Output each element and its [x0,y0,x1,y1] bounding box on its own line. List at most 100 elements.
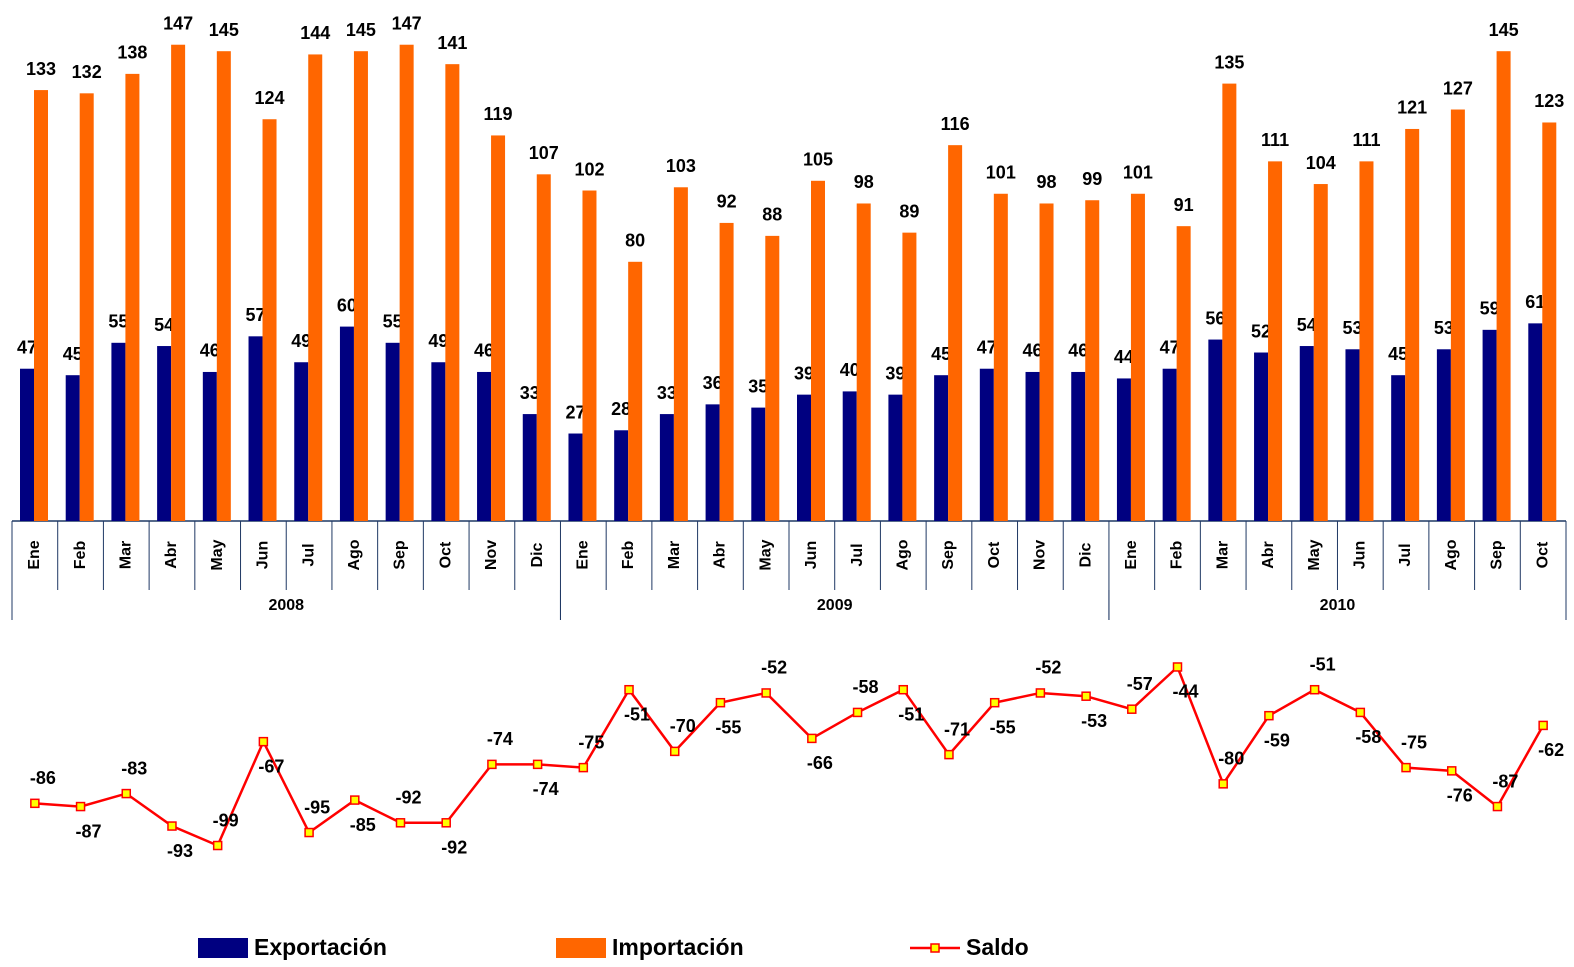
bar [491,135,506,521]
group-label: 2009 [817,597,853,614]
value-label: 98 [854,172,874,192]
bar [1313,184,1328,522]
bar [628,261,643,521]
marker [944,749,954,760]
value-label: 27 [565,402,585,422]
value-label: 138 [117,43,147,63]
x-tick-label: Jun [803,541,820,569]
marker [1035,688,1046,698]
bar [1071,371,1086,521]
bar [34,90,48,521]
value-label: 102 [574,159,604,179]
value-label: 101 [986,163,1016,183]
x-tick-label: Ene [1123,540,1140,569]
value-label: 59 [1480,299,1500,319]
value-label: -74 [487,729,513,749]
marker [75,801,86,812]
marker [715,697,726,708]
bar [477,371,492,521]
bar [522,414,537,521]
bar [171,44,186,521]
marker [487,759,497,770]
value-label: 145 [1489,20,1519,40]
x-tick-label: Jul [849,543,866,566]
bar [1162,368,1177,521]
bar [888,394,903,521]
value-label: -55 [715,717,741,737]
value-label: 39 [794,363,814,383]
value-label: 123 [1534,91,1564,111]
value-label: 46 [474,341,494,361]
value-label: 88 [762,205,782,225]
bar [1268,161,1283,522]
bar [445,64,460,521]
value-label: -95 [304,797,330,817]
value-label: -92 [395,788,421,808]
bar [216,51,231,521]
x-tick-label: Sep [1489,540,1506,570]
value-label: -59 [1264,730,1290,750]
marker [1446,766,1457,776]
value-label: 132 [72,62,102,82]
x-tick-label: Nov [483,540,500,570]
legend-swatch [556,938,606,958]
value-label: -57 [1127,674,1153,694]
marker [669,746,680,757]
x-tick-label: Dic [1077,542,1094,567]
value-label: -75 [578,732,604,752]
legend-label: Saldo [966,934,1029,960]
x-tick-label: Sep [940,540,957,570]
bar [339,326,354,521]
bar [856,203,871,522]
x-tick-label: Sep [392,540,409,570]
value-label: 107 [529,143,559,163]
bar [751,407,766,521]
x-tick-label: May [1306,539,1323,570]
x-tick-label: Feb [620,541,637,570]
marker [1127,704,1137,714]
bar [1450,109,1465,522]
bar [1482,329,1497,521]
group-label: 2010 [1320,597,1356,614]
value-label: 55 [108,312,128,332]
value-label: -51 [1310,654,1336,674]
value-label: -74 [533,779,559,799]
value-label: -52 [761,658,787,678]
value-label: 56 [1205,308,1225,328]
value-label: -93 [167,841,193,861]
marker [578,762,589,773]
bar [431,362,446,521]
value-label: -55 [990,717,1016,737]
value-label: 44 [1114,347,1134,367]
value-label: 57 [246,305,266,325]
x-tick-label: Oct [986,541,1003,568]
bar [797,394,811,521]
marker [624,684,634,695]
value-label: 141 [437,33,467,53]
x-tick-label: Feb [72,541,89,570]
value-label: 111 [1352,130,1380,150]
value-label: -58 [853,677,879,697]
value-label: 47 [17,337,37,357]
bar [979,368,994,521]
bar [1130,193,1145,521]
marker [1538,720,1548,731]
value-label: -85 [350,815,376,835]
marker [1492,801,1503,812]
marker [1401,762,1411,773]
value-label: 28 [611,399,631,419]
value-label: -51 [624,704,650,724]
bar [111,342,126,521]
legend-label: Importación [612,934,744,960]
bar [1176,226,1191,521]
value-label: 104 [1306,153,1336,173]
legend-label: Exportación [254,934,387,960]
marker [1218,779,1228,789]
marker [212,840,223,851]
value-label: 35 [748,376,768,396]
marker [441,818,451,828]
value-label: 49 [428,331,448,351]
value-label: 39 [885,363,905,383]
bar [1039,203,1054,522]
marker [258,736,269,747]
